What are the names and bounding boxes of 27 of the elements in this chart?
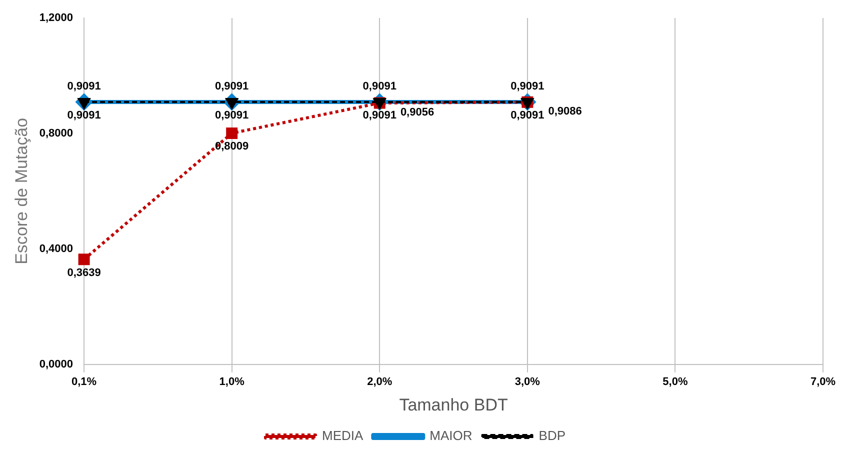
y-tick-label: 0,4000 [39,242,74,255]
x-tick-label: 1,0% [219,376,245,388]
legend-label: MEDIA [322,428,364,444]
y-tick-label: 0,0000 [39,358,74,370]
data-label: 0,8009 [215,140,249,153]
data-label: 0,9086 [548,106,582,118]
data-label: 0,9091 [510,80,544,93]
y-tick-label: 0,8000 [39,128,74,140]
data-label: 0,9056 [400,106,434,119]
x-axis-title: Tamanho BDT [399,395,508,414]
data-label: 0,3639 [67,266,101,279]
x-tick-label: 5,0% [662,376,688,388]
x-tick-label: 2,0% [367,376,392,388]
data-label: 0,9091 [362,80,396,93]
data-label: 0,9091 [510,110,544,122]
data-label: 0,9091 [362,110,396,122]
y-tick-label: 1,2000 [39,12,74,24]
data-label: 0,9091 [215,110,249,122]
x-tick-label: 0,1% [72,376,97,388]
data-label: 0,9091 [67,80,101,93]
x-tick-label: 7,0% [810,376,836,388]
y-axis-title: Escore de Mutação [12,118,31,264]
data-label: 0,9091 [215,80,249,93]
data-label: 0,9091 [67,110,101,122]
x-tick-label: 3,0% [514,376,540,388]
legend-label: BDP [538,428,566,444]
legend-label: MAIOR [430,428,472,444]
